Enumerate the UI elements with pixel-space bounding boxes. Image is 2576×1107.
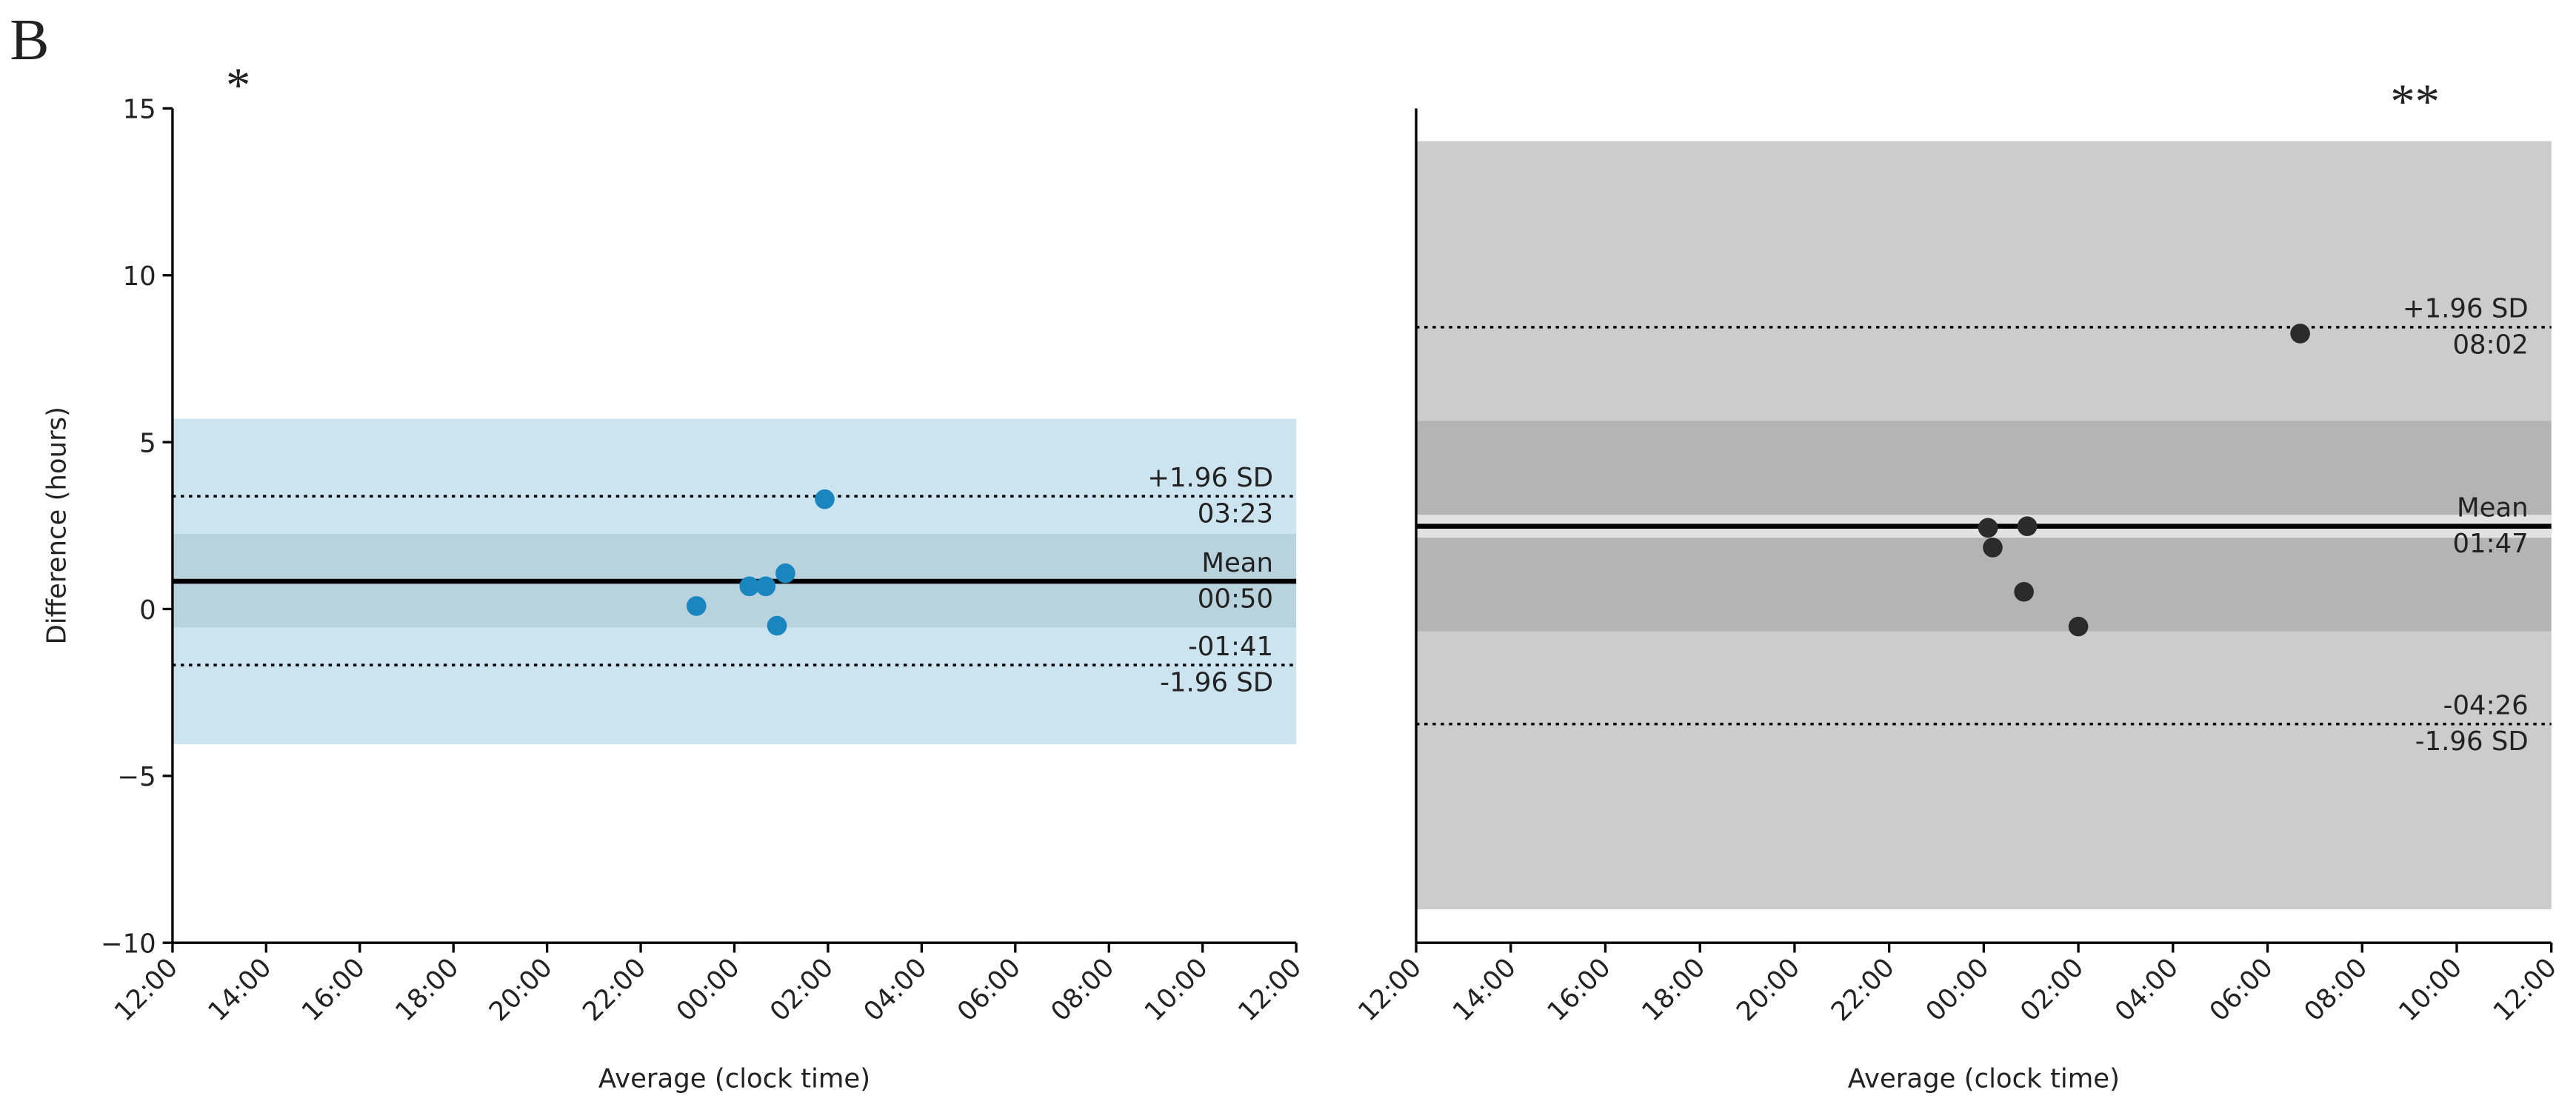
point	[686, 596, 707, 616]
line-value-label: 01:47	[2452, 529, 2528, 559]
x-tick-label: 04:00	[858, 952, 932, 1027]
x-tick-label: 22:00	[577, 952, 652, 1027]
line-value-label: -04:26	[2443, 690, 2529, 720]
point	[1978, 518, 1998, 538]
point	[2290, 324, 2310, 344]
x-tick-label: 20:00	[1731, 952, 1806, 1027]
x-tick-label: 12:00	[1232, 952, 1307, 1027]
x-tick-label: 20:00	[484, 952, 558, 1027]
significance-marker: **	[2390, 76, 2440, 130]
x-tick-label: 14:00	[202, 952, 277, 1027]
y-tick-label: 10	[123, 261, 156, 292]
figure-label: B	[10, 7, 49, 73]
x-axis-label: Average (clock time)	[1848, 1063, 2120, 1094]
y-tick-label: 5	[139, 428, 156, 458]
y-tick-label: 15	[123, 95, 156, 125]
point	[2014, 581, 2034, 602]
x-tick-label: 00:00	[1920, 952, 1995, 1027]
line-name: -1.96 SD	[2415, 726, 2529, 757]
x-tick-label: 08:00	[1045, 952, 1120, 1027]
point	[2017, 516, 2038, 536]
x-tick-label: 06:00	[952, 952, 1027, 1027]
line-value-label: 03:23	[1198, 499, 1273, 529]
y-tick-label: −10	[101, 929, 156, 959]
x-tick-label: 14:00	[1447, 952, 1522, 1027]
x-tick-label: 08:00	[2298, 952, 2373, 1027]
significance-marker: *	[226, 59, 250, 113]
x-tick-label: 12:00	[109, 952, 184, 1027]
x-tick-label: 12:00	[2488, 952, 2563, 1027]
line-value-label: 00:50	[1198, 584, 1273, 615]
x-tick-label: 10:00	[2393, 952, 2468, 1027]
line-name: -1.96 SD	[1160, 668, 1273, 698]
x-tick-label: 16:00	[1541, 952, 1616, 1027]
point	[775, 563, 795, 583]
x-tick-label: 16:00	[296, 952, 371, 1027]
x-tick-label: 02:00	[764, 952, 839, 1027]
point	[815, 489, 835, 509]
point	[2068, 616, 2089, 637]
line-value-label: 08:02	[2452, 330, 2528, 360]
x-tick-label: 02:00	[2015, 952, 2089, 1027]
y-tick-label: −5	[117, 762, 156, 792]
line-name: Mean	[2457, 492, 2529, 523]
line-name: +1.96 SD	[1147, 463, 1273, 493]
line-name: Mean	[1201, 548, 1273, 578]
line-value-label: -01:41	[1188, 632, 1273, 662]
x-tick-label: 10:00	[1139, 952, 1214, 1027]
x-tick-label: 18:00	[1636, 952, 1711, 1027]
x-axis-label: Average (clock time)	[598, 1063, 870, 1094]
point	[767, 615, 787, 636]
point	[1983, 538, 2003, 558]
y-tick-label: 0	[139, 595, 156, 626]
x-tick-label: 12:00	[1352, 952, 1427, 1027]
x-tick-label: 22:00	[1826, 952, 1901, 1027]
x-tick-label: 18:00	[390, 952, 464, 1027]
x-tick-label: 00:00	[670, 952, 745, 1027]
point	[755, 576, 776, 597]
y-axis-label: Difference (hours)	[42, 407, 73, 645]
x-tick-label: 04:00	[2109, 952, 2184, 1027]
x-tick-label: 06:00	[2204, 952, 2279, 1027]
point	[739, 576, 760, 597]
line-name: +1.96 SD	[2403, 294, 2529, 324]
